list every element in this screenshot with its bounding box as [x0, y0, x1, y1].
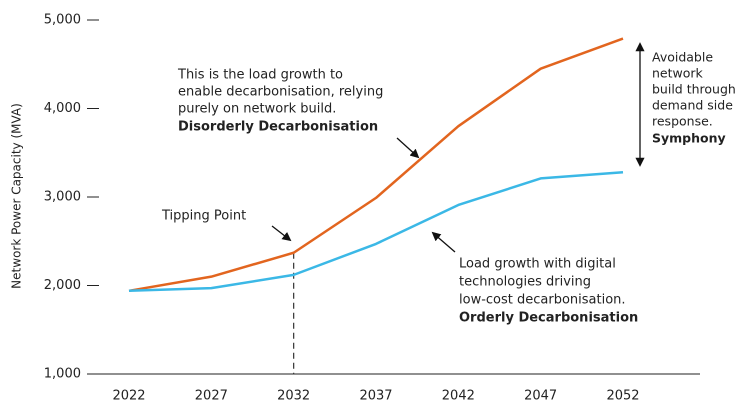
x-tick-label: 2042 [442, 389, 475, 404]
line-series [128, 37, 624, 293]
x-tick-label: 2047 [524, 389, 557, 404]
annotation: Tipping Point [161, 209, 246, 224]
y-tick-label: 1,000 [44, 367, 81, 382]
x-tick-label: 2037 [359, 389, 392, 404]
x-tick-label: 2052 [606, 389, 639, 404]
annotation: Avoidable [652, 50, 713, 65]
line-series [128, 170, 624, 293]
annotation: Load growth with digital [459, 257, 616, 272]
y-tick-label: 3,000 [44, 190, 81, 205]
annotation-arrow [271, 225, 292, 242]
annotation-arrow [431, 231, 456, 253]
annotation: Symphony [652, 131, 726, 146]
y-tick-label: 2,000 [44, 278, 81, 293]
annotation-arrow [396, 137, 420, 159]
annotation: low-cost decarbonisation. [459, 293, 626, 308]
y-tick-label: 4,000 [44, 101, 81, 116]
annotation: network [652, 66, 704, 81]
annotation: build through [652, 82, 736, 97]
annotation: response. [652, 114, 713, 129]
annotation: enable decarbonisation, relying [178, 85, 383, 100]
x-tick-label: 2022 [112, 389, 145, 404]
annotation: technologies driving [459, 275, 591, 290]
x-tick-label: 2027 [195, 389, 228, 404]
annotation: purely on network build. [178, 102, 336, 117]
annotation: Orderly Decarbonisation [459, 311, 638, 326]
annotation: This is the load growth to [177, 68, 343, 83]
annotation: Disorderly Decarbonisation [178, 120, 378, 135]
y-axis-label: Network Power Capacity (MVA) [10, 103, 24, 289]
annotation: demand side [652, 98, 733, 113]
y-tick-label: 5,000 [44, 13, 81, 28]
x-tick-label: 2032 [277, 389, 310, 404]
